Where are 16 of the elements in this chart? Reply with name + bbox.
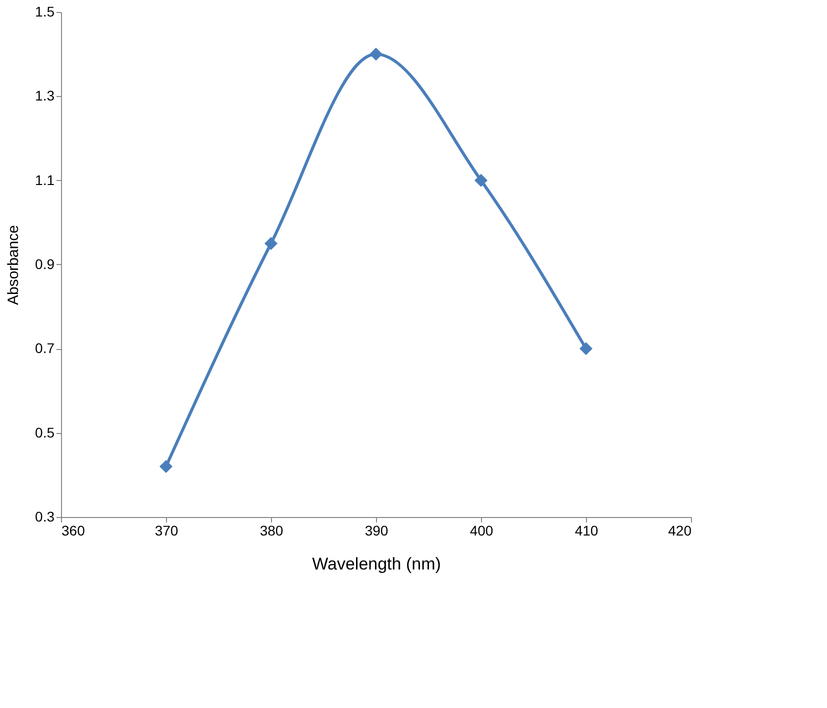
x-tick-label: 400 bbox=[470, 522, 494, 538]
y-tick-label: 0.5 bbox=[35, 424, 55, 440]
x-tick-label: 380 bbox=[260, 522, 284, 538]
y-tick-label: 1.3 bbox=[35, 88, 55, 104]
x-tick-label: 410 bbox=[574, 522, 598, 538]
x-tick-label: 420 bbox=[668, 522, 692, 538]
x-tick-label: 390 bbox=[364, 522, 388, 538]
y-tick-label: 1.1 bbox=[35, 172, 55, 188]
x-tick-label: 360 bbox=[62, 522, 86, 538]
y-tick-label: 0.3 bbox=[35, 508, 55, 524]
y-tick-label: 1.5 bbox=[35, 4, 55, 20]
x-axis-title: Wavelength (nm) bbox=[312, 554, 441, 574]
y-tick-label: 0.7 bbox=[35, 340, 55, 356]
y-axis-title: Absorbance bbox=[5, 224, 22, 306]
x-tick-label: 370 bbox=[154, 522, 178, 538]
y-tick-label: 0.9 bbox=[35, 256, 55, 272]
